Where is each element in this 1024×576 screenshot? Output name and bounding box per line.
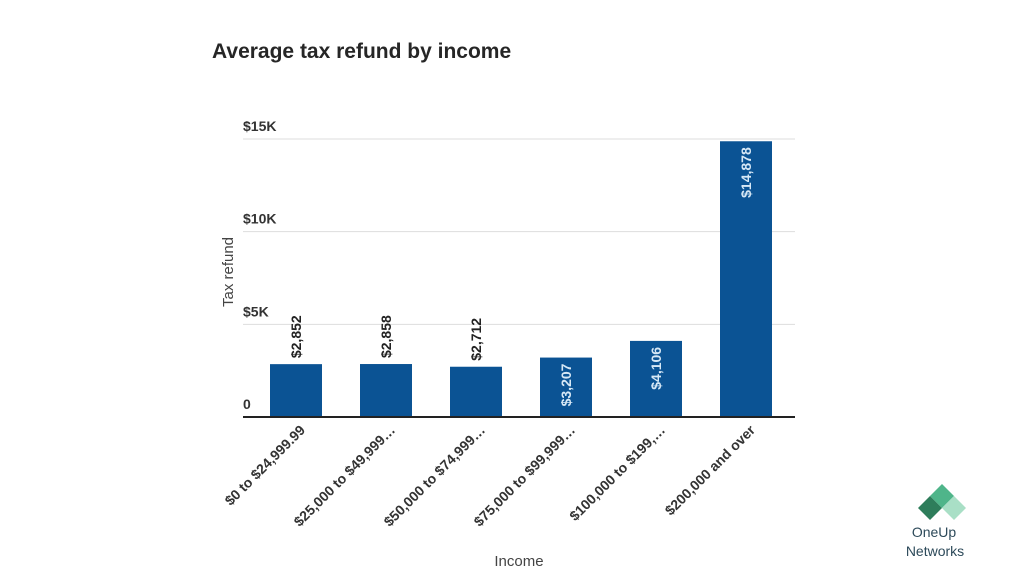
x-tick-label: $0 to $24,999.99: [221, 422, 308, 509]
logo-text-line1: OneUp: [912, 524, 957, 540]
y-tick-label: $10K: [243, 211, 276, 227]
chart-title: Average tax refund by income: [212, 40, 511, 63]
x-tick-label: $25,000 to $49,999…: [290, 422, 398, 530]
data-label: $2,712: [468, 318, 484, 361]
data-label: $3,207: [558, 363, 574, 406]
data-label: $4,106: [648, 347, 664, 390]
data-label: $2,858: [378, 315, 394, 358]
bar: [630, 340, 682, 417]
gridlines: [243, 138, 795, 325]
bar: [360, 364, 412, 417]
bars: [270, 141, 772, 418]
x-tick-label: $50,000 to $74,999…: [380, 422, 488, 530]
y-tick-label: $5K: [243, 303, 269, 319]
x-tick-label: $75,000 to $99,999…: [470, 422, 578, 530]
bar: [270, 364, 322, 417]
y-axis-ticks: 0 $5K $10K $15K: [243, 118, 276, 412]
y-tick-label: $15K: [243, 118, 276, 134]
bar: [450, 366, 502, 417]
bar: [540, 357, 592, 417]
x-axis-label: Income: [494, 553, 543, 570]
data-label: $2,852: [288, 315, 304, 358]
x-axis-ticks: $0 to $24,999.99$25,000 to $49,999…$50,0…: [221, 421, 758, 529]
data-labels: $2,852 $2,858 $2,712 $3,207 $4,106 $14,878: [288, 147, 754, 406]
oneup-diamond-logo-icon: [918, 484, 966, 520]
x-tick-label: $200,000 and over: [662, 421, 759, 518]
logo-text-line2: Networks: [906, 543, 964, 559]
y-axis-label: Tax refund: [220, 237, 237, 307]
x-tick-label: $100,000 to $199,…: [566, 422, 668, 524]
oneup-networks-logo: OneUp Networks: [906, 484, 966, 559]
bar: [720, 141, 772, 418]
data-label: $14,878: [738, 147, 754, 198]
y-tick-label: 0: [243, 396, 251, 412]
